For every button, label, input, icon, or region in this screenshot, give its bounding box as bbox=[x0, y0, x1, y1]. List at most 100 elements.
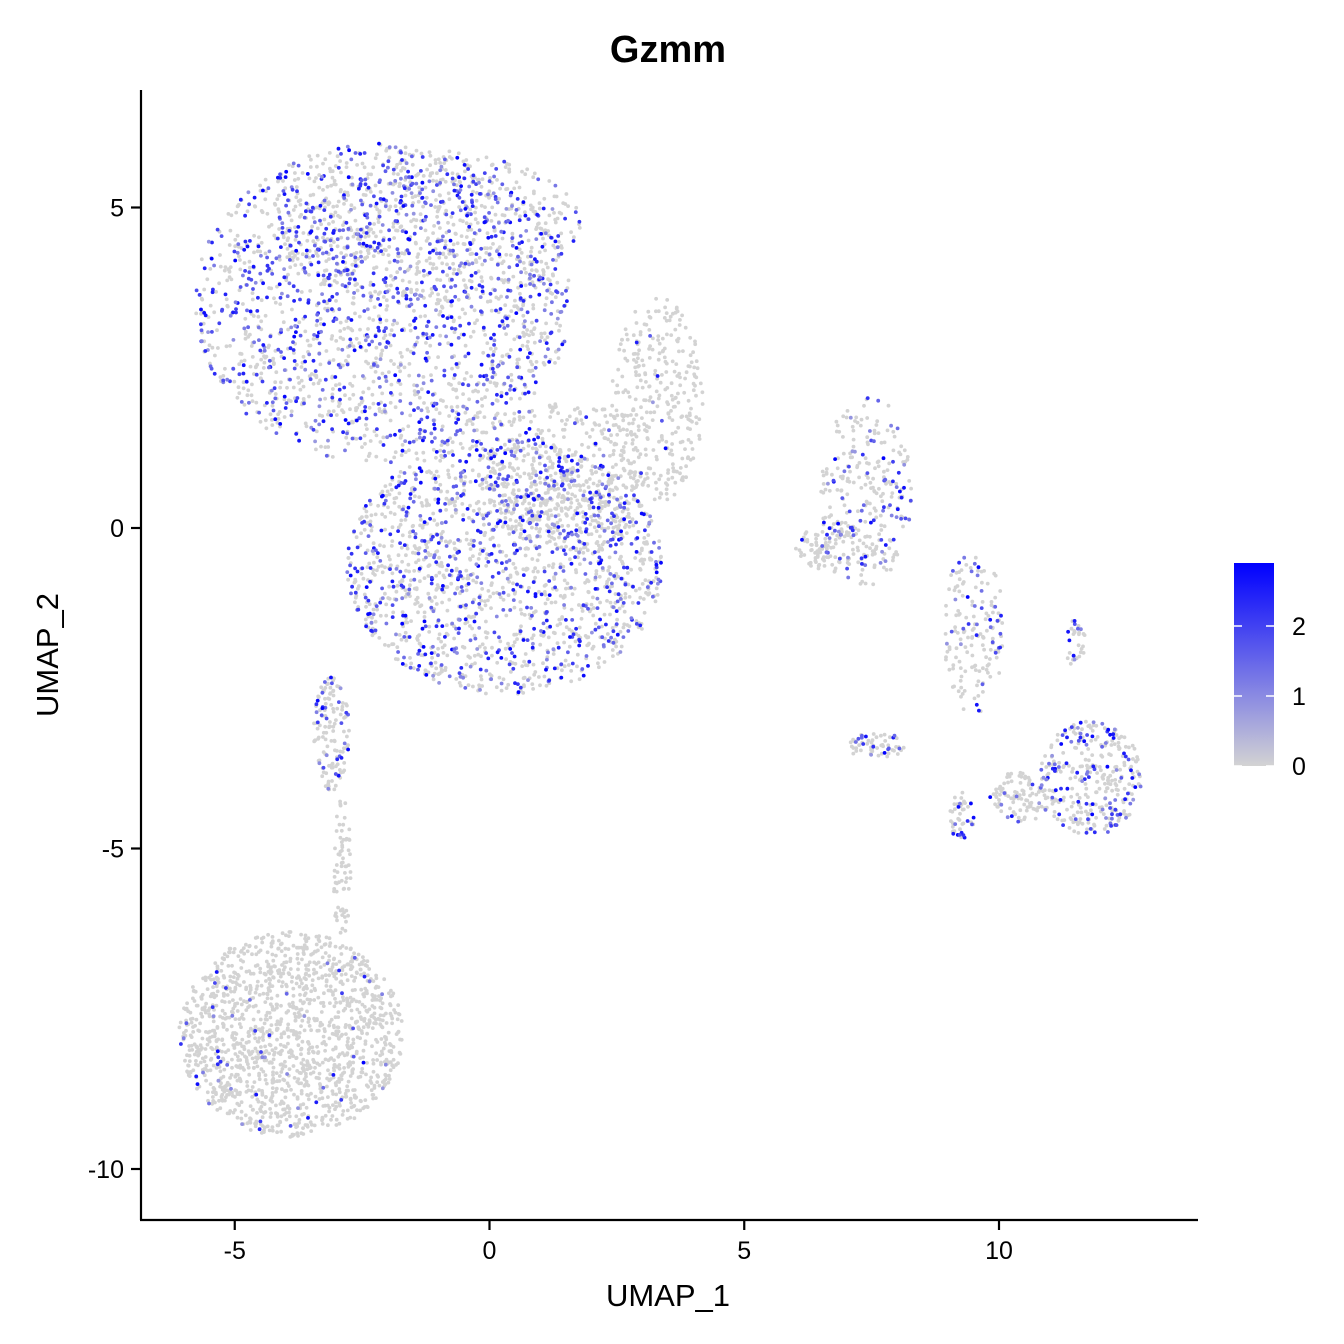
cell-point bbox=[566, 507, 571, 512]
cell-point bbox=[669, 409, 673, 413]
cell-point bbox=[608, 600, 613, 605]
cell-point bbox=[296, 1134, 300, 1138]
cell-point bbox=[595, 540, 600, 544]
cell-point bbox=[302, 1028, 307, 1033]
cell-point bbox=[489, 163, 494, 168]
cell-point bbox=[428, 153, 433, 158]
cell-point bbox=[531, 459, 536, 463]
cell-point bbox=[374, 356, 378, 361]
cell-point bbox=[654, 296, 658, 301]
cell-point bbox=[415, 457, 420, 461]
cell-point bbox=[274, 1103, 278, 1108]
cell-point bbox=[472, 653, 477, 658]
cell-point bbox=[342, 202, 346, 206]
cell-point bbox=[342, 761, 347, 765]
cell-point bbox=[255, 249, 260, 254]
cell-point bbox=[339, 861, 344, 865]
cell-point bbox=[479, 397, 484, 401]
cell-point bbox=[344, 876, 349, 880]
cell-point bbox=[550, 530, 555, 535]
cell-point bbox=[561, 427, 565, 432]
cell-point bbox=[355, 1019, 360, 1024]
cell-point bbox=[346, 863, 351, 867]
cell-point bbox=[269, 996, 274, 1001]
cell-point bbox=[289, 409, 294, 414]
cell-point bbox=[627, 515, 631, 519]
cell-point bbox=[579, 459, 584, 464]
cell-point bbox=[403, 145, 408, 150]
cell-point bbox=[615, 383, 620, 388]
cell-point bbox=[382, 544, 386, 549]
cell-point bbox=[591, 453, 596, 458]
cell-point bbox=[227, 243, 232, 247]
cell-point bbox=[530, 463, 534, 467]
cell-point bbox=[397, 1012, 402, 1017]
cell-point bbox=[369, 513, 374, 518]
cell-point bbox=[269, 941, 274, 946]
cell-point bbox=[556, 411, 560, 416]
cell-point bbox=[562, 664, 567, 669]
cell-point bbox=[197, 1029, 202, 1033]
cell-point bbox=[224, 1083, 229, 1088]
cell-point bbox=[889, 495, 894, 499]
cell-point bbox=[400, 443, 405, 447]
cell-point bbox=[378, 1013, 383, 1018]
cell-point bbox=[326, 412, 330, 417]
cell-point bbox=[498, 186, 502, 191]
cell-point bbox=[389, 544, 394, 548]
cell-point bbox=[670, 431, 675, 436]
cell-point bbox=[543, 444, 548, 449]
cell-point bbox=[542, 590, 547, 594]
cell-point bbox=[396, 553, 401, 558]
cell-point bbox=[452, 318, 456, 322]
cell-point bbox=[693, 342, 698, 347]
cell-point bbox=[291, 255, 296, 260]
cell-point bbox=[399, 1037, 404, 1042]
cell-point bbox=[450, 366, 454, 371]
cell-point bbox=[293, 171, 297, 175]
cell-point bbox=[258, 1017, 263, 1022]
cell-point bbox=[258, 970, 263, 975]
cell-point bbox=[419, 387, 424, 392]
cell-point bbox=[684, 464, 688, 469]
cell-point bbox=[503, 646, 508, 651]
cell-point bbox=[378, 440, 383, 444]
cell-point bbox=[531, 569, 536, 574]
cell-point bbox=[264, 1081, 269, 1086]
cell-point bbox=[475, 318, 479, 323]
cell-point bbox=[297, 1118, 302, 1122]
cell-point bbox=[370, 392, 375, 397]
cell-point bbox=[463, 169, 467, 174]
cell-point bbox=[383, 1082, 388, 1086]
cell-point bbox=[479, 275, 484, 280]
cell-point bbox=[330, 175, 335, 180]
cell-point bbox=[677, 371, 682, 376]
cell-point bbox=[362, 1105, 367, 1109]
cell-point bbox=[370, 633, 375, 638]
cell-point bbox=[541, 661, 545, 666]
cell-point bbox=[533, 575, 537, 580]
cell-point bbox=[454, 387, 459, 392]
cell-point bbox=[305, 338, 310, 343]
cell-point bbox=[437, 193, 442, 198]
cell-point bbox=[512, 186, 517, 191]
cell-point bbox=[342, 768, 347, 773]
cell-point bbox=[619, 541, 624, 546]
cell-point bbox=[186, 1063, 191, 1068]
cell-point bbox=[308, 289, 313, 293]
cell-point bbox=[436, 636, 441, 641]
cell-point bbox=[553, 361, 557, 365]
cell-point bbox=[474, 260, 479, 264]
cell-point bbox=[664, 370, 669, 374]
cell-point bbox=[239, 1116, 244, 1121]
cell-point bbox=[303, 933, 308, 938]
cell-point bbox=[615, 432, 620, 437]
cell-point bbox=[289, 1051, 294, 1056]
cell-point bbox=[227, 275, 232, 280]
chart-title: Gzmm bbox=[610, 29, 726, 71]
cell-point bbox=[377, 407, 382, 411]
cell-point bbox=[575, 664, 579, 669]
cell-point bbox=[654, 586, 659, 591]
cell-point bbox=[542, 242, 547, 247]
cell-point bbox=[318, 378, 322, 383]
